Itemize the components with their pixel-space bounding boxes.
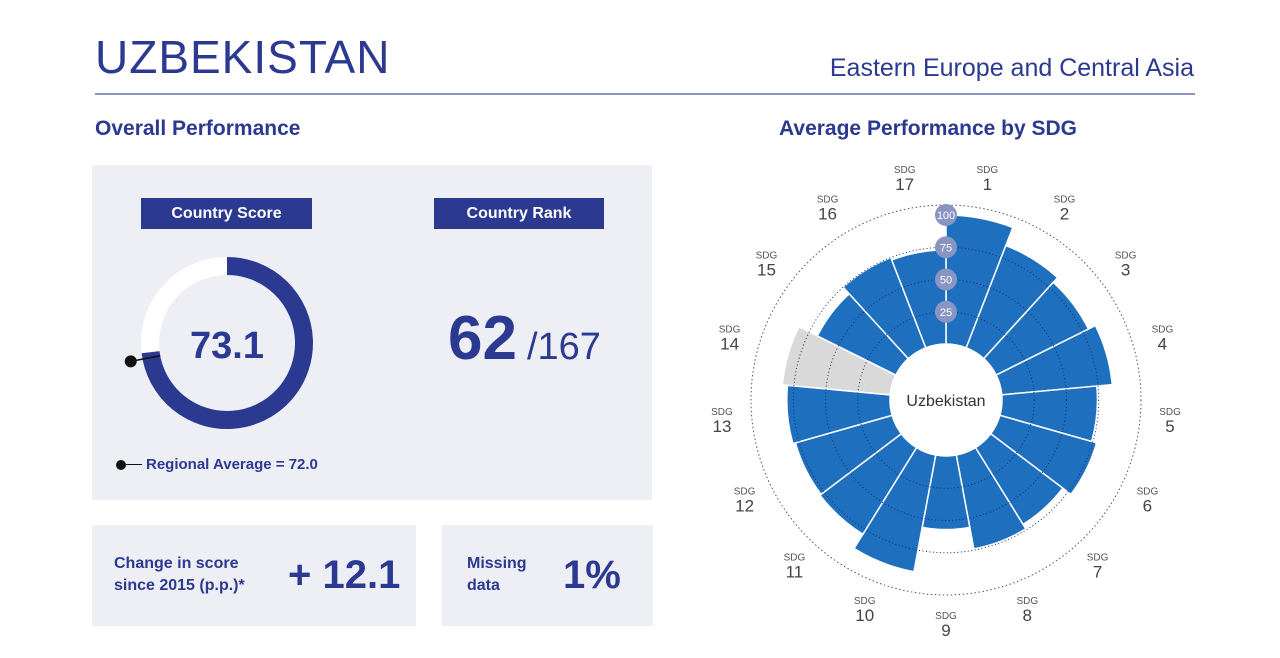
scale-badge-25 <box>935 300 957 323</box>
country-title: UZBEKISTAN <box>95 31 391 83</box>
sdg-label-6: 6 <box>1143 496 1152 515</box>
sdg-label-9: 9 <box>941 621 950 640</box>
scale-badge-50 <box>935 268 957 291</box>
change-value: + 12.1 <box>288 553 401 597</box>
overall-performance-heading: Overall Performance <box>95 117 301 140</box>
sdg-label-10: 10 <box>855 606 874 625</box>
country-rank-total: /167 <box>526 326 601 368</box>
missing-label: Missing data <box>467 553 527 597</box>
scale-tick-100: 100 <box>937 210 955 222</box>
legend-line <box>126 464 142 465</box>
scale-tick-75: 75 <box>940 242 952 254</box>
sdg-label-prefix-10: SDG <box>854 596 876 607</box>
scale-badge-75 <box>935 236 957 259</box>
change-label: Change in score since 2015 (p.p.)* <box>114 553 245 597</box>
sdg-label-13: 13 <box>712 417 731 436</box>
center-circle <box>890 344 1002 456</box>
outer-ring <box>750 204 1142 596</box>
sdg-label-prefix-16: SDG <box>817 195 839 206</box>
sdg-label-prefix-1: SDG <box>977 165 999 176</box>
missing-data-panel: Missing data 1% <box>442 525 653 626</box>
sdg-label-15: 15 <box>757 260 776 279</box>
sdg-label-prefix-4: SDG <box>1152 324 1174 335</box>
missing-label-line1: Missing <box>467 555 527 572</box>
legend-dot <box>116 459 126 470</box>
sdg-label-prefix-17: SDG <box>894 165 916 176</box>
regional-average-label: Regional Average = 72.0 <box>146 456 318 473</box>
score-donut: 73.1 <box>124 257 313 429</box>
center-label: Uzbekistan <box>906 393 985 410</box>
sdg-label-prefix-9: SDG <box>935 611 957 622</box>
sdg-label-prefix-6: SDG <box>1137 486 1159 497</box>
sdg-polar-chart: Uzbekistan255075100SDG1SDG2SDG3SDG4SDG5S… <box>711 165 1181 640</box>
missing-value: 1% <box>563 553 621 597</box>
scale-tick-25: 25 <box>940 307 952 319</box>
grid-ring-75 <box>792 246 1100 554</box>
sdg-label-14: 14 <box>720 334 739 353</box>
sdg-label-5: 5 <box>1165 417 1174 436</box>
change-in-score-panel: Change in score since 2015 (p.p.)* + 12.… <box>92 525 416 626</box>
sdg-performance-heading: Average Performance by SDG <box>779 117 1078 140</box>
sdg-label-prefix-7: SDG <box>1087 552 1109 563</box>
sdg-label-prefix-8: SDG <box>1016 596 1038 607</box>
sdg-label-prefix-3: SDG <box>1115 250 1137 261</box>
country-score-value: 73.1 <box>190 325 264 367</box>
sdg-label-8: 8 <box>1023 606 1032 625</box>
scale-tick-50: 50 <box>940 275 952 287</box>
grid-ring-25 <box>857 311 1035 489</box>
missing-label-line2: data <box>467 577 500 594</box>
change-label-line1: Change in score <box>114 555 239 572</box>
sdg-label-3: 3 <box>1121 260 1130 279</box>
country-rank: 62/167 <box>448 303 601 374</box>
region-title: Eastern Europe and Central Asia <box>829 54 1194 82</box>
sdg-label-prefix-5: SDG <box>1159 407 1181 418</box>
sdg-label-16: 16 <box>818 205 837 224</box>
country-rank-value: 62 <box>448 304 517 373</box>
header-divider <box>95 93 1195 95</box>
change-label-line2: since 2015 (p.p.)* <box>114 577 245 594</box>
country-rank-tag: Country Rank <box>434 198 604 229</box>
sdg-label-prefix-2: SDG <box>1054 195 1076 206</box>
sdg-label-12: 12 <box>735 496 754 515</box>
sdg-label-4: 4 <box>1158 334 1167 353</box>
scale-badge-100 <box>935 204 957 226</box>
country-score-tag: Country Score <box>141 198 312 229</box>
sdg-label-11: 11 <box>786 562 804 581</box>
sdg-label-prefix-11: SDG <box>784 552 806 563</box>
sdg-label-prefix-12: SDG <box>734 486 756 497</box>
sdg-label-prefix-15: SDG <box>756 250 778 261</box>
sdg-label-2: 2 <box>1060 205 1069 224</box>
sdg-label-7: 7 <box>1093 562 1102 581</box>
donut-score-arc <box>141 257 313 429</box>
regional-average-marker-dot <box>124 355 137 368</box>
sdg-label-17: 17 <box>895 175 914 194</box>
sdg-label-1: 1 <box>983 175 992 194</box>
regional-average-legend: Regional Average = 72.0 <box>116 456 318 473</box>
sdg-label-prefix-14: SDG <box>719 324 741 335</box>
sdg-label-prefix-13: SDG <box>711 407 733 418</box>
